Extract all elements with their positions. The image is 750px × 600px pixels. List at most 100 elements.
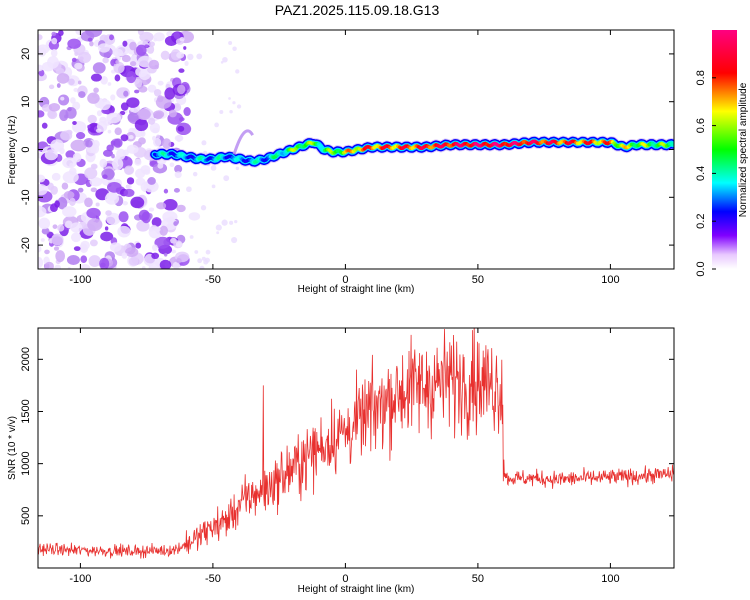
noise-blob [50, 185, 58, 195]
noise-blob [178, 117, 185, 122]
noise-blob [153, 137, 162, 147]
noise-blob [192, 171, 198, 177]
noise-blob [162, 199, 178, 211]
noise-blob [221, 219, 228, 226]
noise-blob [80, 255, 88, 263]
noise-blob [48, 102, 61, 112]
noise-blob [134, 78, 143, 88]
x-tick-label: -50 [205, 274, 221, 286]
noise-blob [44, 249, 50, 255]
noise-blob [38, 47, 47, 57]
colorbar: 0.0 0.2 0.4 0.6 0.8 Normalized spectral ampl… [695, 30, 749, 277]
x-tick-label: 50 [472, 274, 484, 286]
noise-blob [57, 224, 65, 232]
noise-blob [168, 109, 177, 118]
noise-blob [143, 169, 151, 175]
noise-blob [51, 37, 58, 45]
noise-blob [90, 73, 102, 82]
noise-blob [61, 182, 69, 190]
y-tick-label: -10 [20, 189, 32, 205]
noise-blob [235, 69, 240, 74]
noise-blob [56, 73, 70, 84]
noise-blob [44, 149, 58, 161]
noise-blob [134, 89, 140, 94]
noise-blob [143, 180, 159, 193]
noise-blob [50, 139, 65, 152]
noise-blob [200, 205, 207, 211]
noise-blob [118, 211, 129, 223]
noise-blob [47, 56, 59, 69]
noise-blob [106, 112, 121, 124]
noise-blob [77, 51, 92, 64]
y-tick-label: 2000 [20, 347, 32, 371]
y-tick-label: 0 [20, 146, 32, 152]
noise-blob [130, 196, 145, 209]
noise-blob [112, 48, 124, 57]
spectrogram-y-axis-label: Frequency (Hz) [7, 116, 18, 185]
noise-blob [57, 197, 68, 210]
noise-blob [156, 134, 161, 139]
noise-blob [164, 87, 176, 100]
noise-blob [153, 227, 161, 233]
noise-blob [160, 50, 170, 61]
spectrogram-x-ticks: -100 -50 0 50 100 [69, 30, 620, 286]
noise-blob [201, 256, 206, 261]
noise-blob [70, 139, 87, 152]
noise-blob [173, 221, 178, 226]
noise-blob [149, 122, 161, 134]
noise-blob [203, 259, 209, 265]
noise-blob [73, 246, 81, 252]
noise-blob [48, 84, 55, 90]
noise-blob [98, 99, 111, 111]
noise-blob [51, 172, 61, 181]
colorbar-ticks: 0.0 0.2 0.4 0.6 0.8 [695, 70, 716, 277]
noise-blob [100, 231, 114, 242]
noise-blob [84, 167, 98, 180]
noise-blob [177, 125, 185, 132]
noise-blob [125, 184, 132, 190]
noise-blob [121, 54, 131, 63]
noise-blob [173, 188, 180, 193]
chart-title: PAZ1.2025.115.09.18.G13 [275, 2, 440, 18]
noise-blob [54, 264, 61, 269]
noise-blob [93, 87, 99, 93]
noise-blob [40, 238, 45, 242]
snr-line [38, 328, 674, 559]
noise-blob [151, 244, 158, 252]
noise-blob [38, 217, 51, 230]
noise-blob [87, 114, 97, 124]
noise-blob [58, 30, 64, 37]
noise-blob [194, 250, 199, 254]
noise-blob [109, 34, 115, 41]
noise-blob [51, 31, 57, 37]
noise-blob [157, 95, 164, 103]
noise-blob [141, 266, 146, 269]
noise-blob [234, 219, 238, 224]
noise-blob [232, 101, 236, 105]
noise-blob [99, 158, 108, 168]
noise-blob [159, 225, 168, 236]
noise-blob [223, 175, 230, 182]
noise-blob [104, 226, 109, 231]
track-plume [232, 129, 254, 155]
noise-blob [64, 220, 73, 229]
noise-blob [106, 144, 114, 152]
noise-blob [74, 51, 79, 56]
snr-x-axis-label: Height of straight line (km) [298, 584, 415, 595]
y-tick-label: 500 [20, 507, 32, 525]
noise-blob [47, 110, 58, 120]
snr-series [38, 328, 674, 559]
x-tick-label: -100 [69, 274, 91, 286]
noise-blob [100, 75, 108, 85]
noise-blob [129, 41, 137, 51]
y-tick-label: -20 [20, 237, 32, 253]
spectrogram-x-axis-label: Height of straight line (km) [298, 284, 415, 295]
noise-blob [176, 204, 186, 213]
noise-blob [117, 225, 131, 238]
noise-blob [138, 85, 148, 93]
noise-blob [38, 64, 44, 72]
noise-blob [77, 80, 82, 85]
noise-blob [184, 60, 189, 66]
noise-blob [44, 261, 54, 269]
noise-blob [175, 104, 179, 108]
